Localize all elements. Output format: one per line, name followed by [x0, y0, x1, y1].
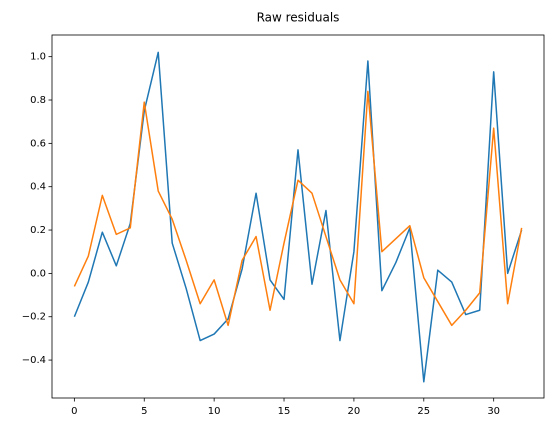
y-tick-label: 1.0: [30, 52, 46, 63]
x-tick-label: 5: [141, 406, 147, 417]
chart-title: Raw residuals: [257, 11, 340, 25]
y-tick-label: 0.6: [30, 138, 46, 149]
x-tick-label: 0: [71, 406, 77, 417]
y-tick-label: 0.4: [30, 182, 46, 193]
x-tick-label: 20: [348, 406, 361, 417]
x-tick-label: 10: [208, 406, 221, 417]
y-tick-label: −0.2: [22, 312, 46, 323]
y-tick-label: 0.2: [30, 225, 46, 236]
y-tick-label: 0.0: [30, 268, 46, 279]
y-tick-label: 0.8: [30, 95, 46, 106]
x-tick-label: 15: [278, 406, 291, 417]
x-tick-label: 25: [417, 406, 430, 417]
plot-frame: [51, 34, 545, 399]
y-tick-label: −0.4: [22, 355, 46, 366]
series-line: [73, 90, 523, 327]
series-line: [73, 51, 523, 383]
x-tick-label: 30: [487, 406, 500, 417]
